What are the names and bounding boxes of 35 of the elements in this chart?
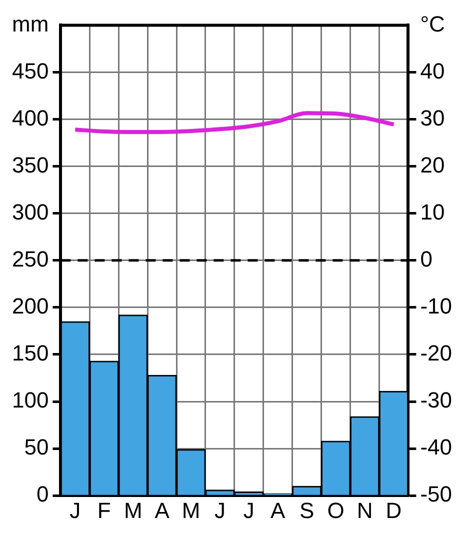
y-tick-label: 250 — [12, 246, 49, 272]
x-tick-label: M — [182, 498, 200, 523]
y2-tick-label: -40 — [420, 434, 452, 460]
y-axis-title: mm — [12, 11, 49, 36]
x-tick-label: D — [386, 498, 402, 523]
x-tick-label: O — [327, 498, 344, 523]
y-tick-label: 50 — [24, 434, 49, 460]
y2-tick-label: -50 — [420, 482, 452, 507]
y2-tick-label: 0 — [420, 246, 432, 272]
y-tick-label: 100 — [12, 388, 49, 413]
x-tick-label: M — [124, 498, 142, 523]
x-tick-label: A — [154, 498, 170, 523]
x-tick-label: S — [300, 498, 314, 523]
y2-axis-title: °C — [420, 11, 445, 36]
x-tick-label: A — [270, 498, 286, 523]
y-tick-label: 150 — [12, 340, 49, 366]
y2-tick-label: 30 — [420, 105, 445, 130]
y-tick-label: 200 — [12, 294, 49, 319]
line-series — [73, 111, 396, 134]
x-tick-label: J — [243, 498, 254, 523]
y2-tick-label: -10 — [420, 294, 452, 319]
y2-tick-label: 20 — [420, 152, 445, 178]
y-tick-label: 400 — [12, 105, 49, 130]
x-tick-label: F — [97, 498, 111, 523]
y-tick-label: 300 — [12, 199, 49, 224]
y2-tick-label: 40 — [420, 58, 445, 84]
y-tick-label: 350 — [12, 152, 49, 178]
y2-tick-label: -20 — [420, 340, 452, 366]
y2-tick-label: -30 — [420, 388, 452, 413]
y-tick-label: 450 — [12, 58, 49, 84]
y-tick-label: 0 — [36, 482, 49, 507]
x-tick-label: N — [356, 498, 373, 523]
y2-tick-label: 10 — [420, 199, 445, 224]
x-tick-label: J — [214, 498, 226, 523]
x-tick-label: J — [70, 498, 81, 523]
